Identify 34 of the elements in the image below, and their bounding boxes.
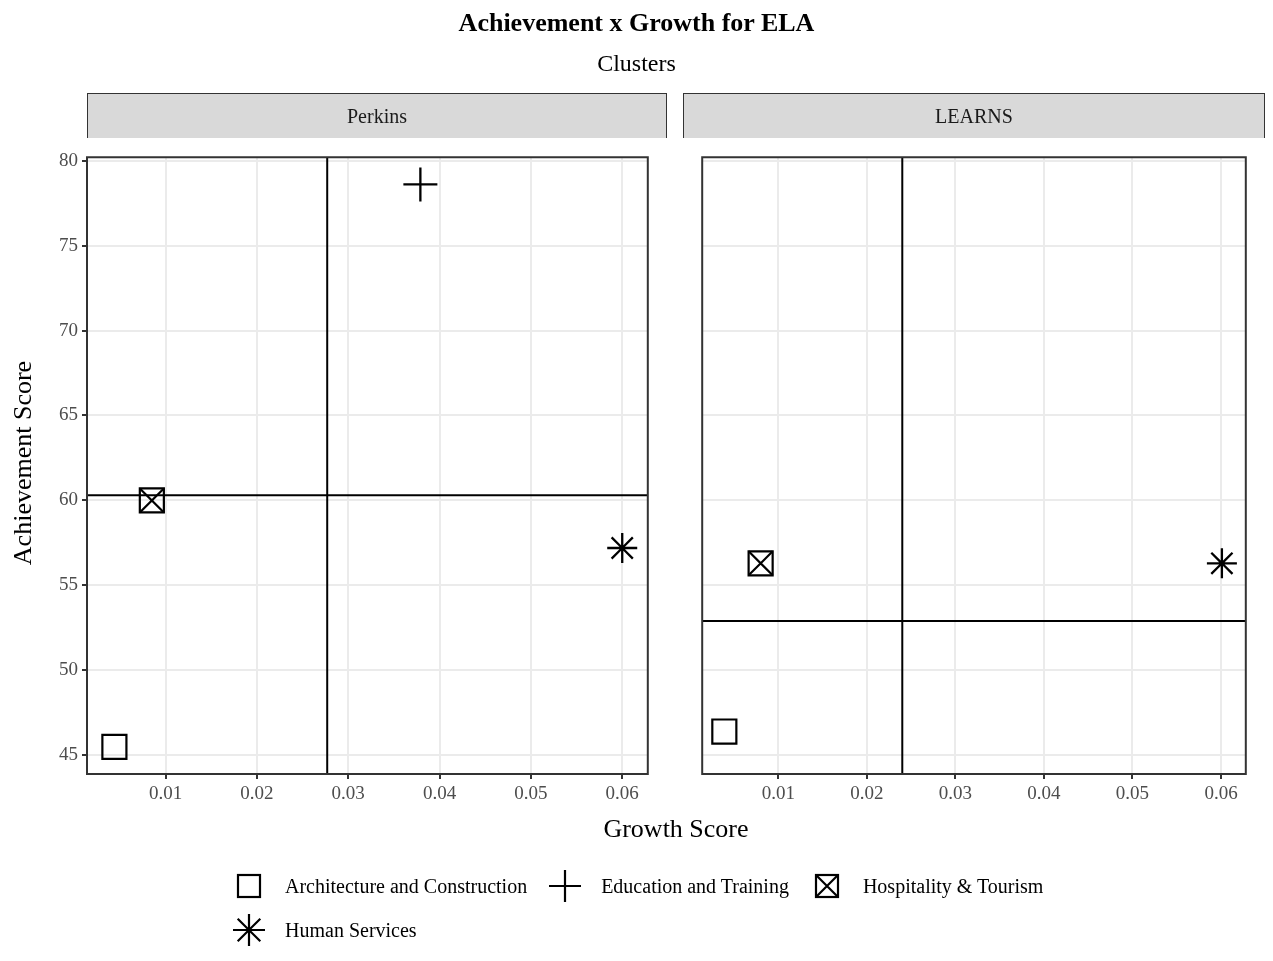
x-tick-label: 0.03: [331, 782, 365, 804]
y-tick-label: 70: [59, 318, 78, 340]
x-tick-label: 0.03: [938, 782, 973, 804]
text: Clusters: [596, 49, 677, 78]
legend-label: Education and Training: [601, 874, 789, 898]
point: [138, 487, 165, 514]
y-tick-label: 65: [59, 403, 78, 425]
legend-label: Hospitality & Tourism: [862, 874, 1044, 898]
y-tick-label: 50: [59, 658, 78, 680]
x-tick-label: 0.01: [148, 782, 183, 804]
y-axis-title: Achievement Score: [8, 360, 38, 566]
legend-label: Human Services: [285, 918, 417, 942]
x-tick-label: 0.04: [1027, 782, 1062, 804]
point: [101, 733, 128, 760]
y-tick-label: 55: [59, 573, 78, 595]
x-tick-label: 0.06: [1204, 782, 1238, 804]
y-tick-label: 75: [59, 233, 78, 255]
chart-title: LEARNS: [683, 93, 1265, 138]
x-tick-label: 0.02: [240, 782, 274, 804]
x-tick-label: 0.01: [761, 782, 795, 804]
text: Achievement x Growth for ELA: [457, 8, 816, 38]
chart-title: Perkins: [87, 93, 667, 138]
x-tick-label: 0.05: [1115, 782, 1150, 804]
x-tick-label: 0.02: [850, 782, 884, 804]
y-tick-label: 80: [59, 148, 78, 170]
x-tick-label: 0.05: [514, 782, 548, 804]
x-tick-label: 0.06: [605, 782, 639, 804]
y-tick-label: 60: [59, 488, 78, 510]
x-tick-label: 0.04: [422, 782, 457, 804]
point: [403, 167, 438, 202]
x-axis-title: Growth Score: [602, 814, 750, 844]
point: [607, 533, 638, 564]
y-tick-label: 45: [59, 743, 78, 765]
legend-label: Architecture and Construction: [285, 874, 528, 898]
